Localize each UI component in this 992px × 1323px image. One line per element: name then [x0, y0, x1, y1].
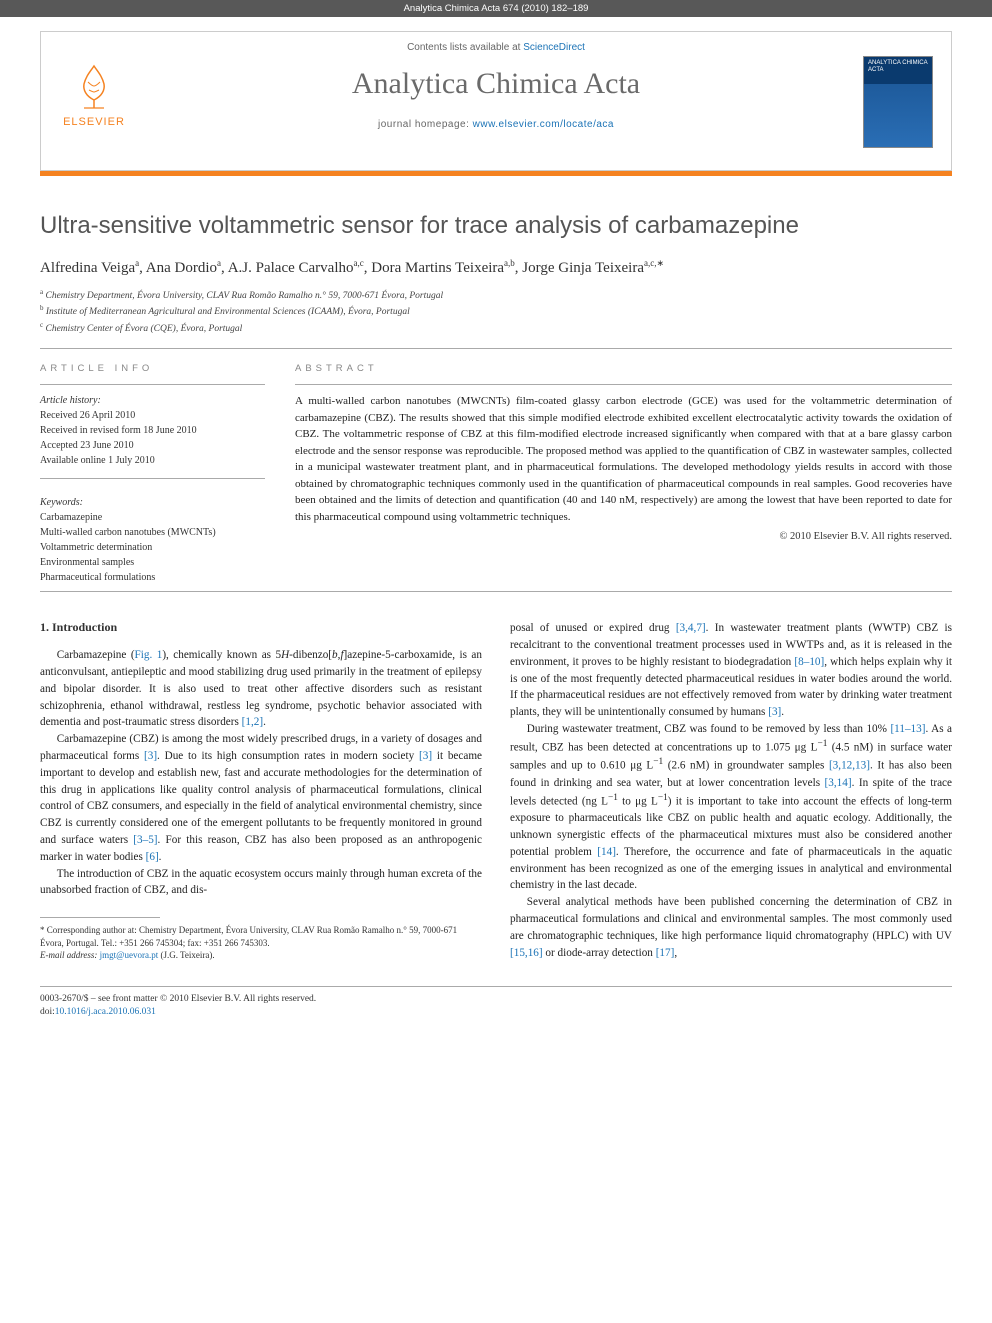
doi-line: doi:10.1016/j.aca.2010.06.031: [40, 1006, 316, 1019]
article-info-column: ARTICLE INFO Article history: Received 2…: [40, 363, 265, 585]
contents-available-line: Contents lists available at ScienceDirec…: [41, 32, 951, 53]
body-paragraph: posal of unused or expired drug [3,4,7].…: [510, 620, 952, 721]
corresponding-email-link[interactable]: jmgt@uevora.pt: [100, 950, 159, 960]
divider-top: [40, 348, 952, 349]
article-history-block: Article history: Received 26 April 2010R…: [40, 393, 265, 468]
cover-label: ANALYTICA CHIMICA ACTA: [864, 57, 932, 76]
footer-section: 0003-2670/$ – see front matter © 2010 El…: [40, 986, 952, 1020]
info-divider-2: [40, 478, 265, 479]
keyword: Multi-walled carbon nanotubes (MWCNTs): [40, 525, 265, 540]
info-divider-1: [40, 384, 265, 385]
abstract-copyright: © 2010 Elsevier B.V. All rights reserved…: [295, 531, 952, 542]
journal-title: Analytica Chimica Acta: [41, 67, 951, 101]
journal-homepage-line: journal homepage: www.elsevier.com/locat…: [41, 119, 951, 130]
journal-header-box: ELSEVIER Contents lists available at Sci…: [40, 31, 952, 171]
body-columns: 1. Introduction Carbamazepine (Fig. 1), …: [40, 620, 952, 962]
body-paragraph: Carbamazepine (Fig. 1), chemically known…: [40, 647, 482, 731]
footnotes: * Corresponding author at: Chemistry Dep…: [40, 924, 482, 962]
abstract-divider: [295, 384, 952, 385]
affiliation: a Chemistry Department, Évora University…: [40, 287, 952, 303]
divider-bottom: [40, 591, 952, 592]
keywords-block: Keywords: CarbamazepineMulti-walled carb…: [40, 495, 265, 585]
article-title: Ultra-sensitive voltammetric sensor for …: [40, 212, 952, 240]
footnote-divider: [40, 917, 160, 918]
issn-line: 0003-2670/$ – see front matter © 2010 El…: [40, 993, 316, 1006]
history-line: Available online 1 July 2010: [40, 453, 265, 468]
article-info-heading: ARTICLE INFO: [40, 363, 265, 374]
body-paragraph: Carbamazepine (CBZ) is among the most wi…: [40, 731, 482, 865]
email-line: E-mail address: jmgt@uevora.pt (J.G. Tei…: [40, 949, 482, 962]
publisher-logo: ELSEVIER: [59, 62, 129, 128]
running-header: Analytica Chimica Acta 674 (2010) 182–18…: [0, 0, 992, 17]
body-text-left: Carbamazepine (Fig. 1), chemically known…: [40, 647, 482, 899]
history-line: Received in revised form 18 June 2010: [40, 423, 265, 438]
affiliation-list: a Chemistry Department, Évora University…: [40, 287, 952, 336]
affiliation: b Institute of Mediterranean Agricultura…: [40, 303, 952, 319]
body-paragraph: During wastewater treatment, CBZ was fou…: [510, 721, 952, 894]
email-label: E-mail address:: [40, 950, 97, 960]
journal-cover-thumbnail: ANALYTICA CHIMICA ACTA: [863, 56, 933, 148]
abstract-heading: ABSTRACT: [295, 363, 952, 374]
body-text-right: posal of unused or expired drug [3,4,7].…: [510, 620, 952, 961]
footer-divider: [40, 986, 952, 987]
info-abstract-row: ARTICLE INFO Article history: Received 2…: [40, 363, 952, 585]
body-paragraph: The introduction of CBZ in the aquatic e…: [40, 866, 482, 900]
keyword: Environmental samples: [40, 555, 265, 570]
email-suffix: (J.G. Teixeira).: [158, 950, 214, 960]
section-1-heading: 1. Introduction: [40, 620, 482, 635]
sciencedirect-link[interactable]: ScienceDirect: [523, 42, 585, 53]
keywords-label: Keywords:: [40, 495, 265, 510]
abstract-column: ABSTRACT A multi-walled carbon nanotubes…: [295, 363, 952, 585]
history-line: Received 26 April 2010: [40, 408, 265, 423]
affiliation: c Chemistry Center of Évora (CQE), Évora…: [40, 320, 952, 336]
corresponding-author-note: * Corresponding author at: Chemistry Dep…: [40, 924, 482, 949]
history-label: Article history:: [40, 393, 265, 408]
footer-left: 0003-2670/$ – see front matter © 2010 El…: [40, 993, 316, 1020]
keyword: Voltammetric determination: [40, 540, 265, 555]
body-col-right: posal of unused or expired drug [3,4,7].…: [510, 620, 952, 962]
author-list: Alfredina Veigaa, Ana Dordioa, A.J. Pala…: [40, 258, 952, 277]
doi-link[interactable]: 10.1016/j.aca.2010.06.031: [55, 1007, 156, 1017]
running-header-text: Analytica Chimica Acta 674 (2010) 182–18…: [404, 3, 589, 14]
keyword: Carbamazepine: [40, 510, 265, 525]
history-line: Accepted 23 June 2010: [40, 438, 265, 453]
body-paragraph: Several analytical methods have been pub…: [510, 894, 952, 961]
keyword: Pharmaceutical formulations: [40, 570, 265, 585]
header-divider-orange: [40, 171, 952, 176]
journal-homepage-link[interactable]: www.elsevier.com/locate/aca: [473, 119, 614, 130]
elsevier-tree-icon: [70, 62, 118, 110]
publisher-name: ELSEVIER: [59, 116, 129, 128]
body-col-left: 1. Introduction Carbamazepine (Fig. 1), …: [40, 620, 482, 962]
abstract-text: A multi-walled carbon nanotubes (MWCNTs)…: [295, 393, 952, 525]
